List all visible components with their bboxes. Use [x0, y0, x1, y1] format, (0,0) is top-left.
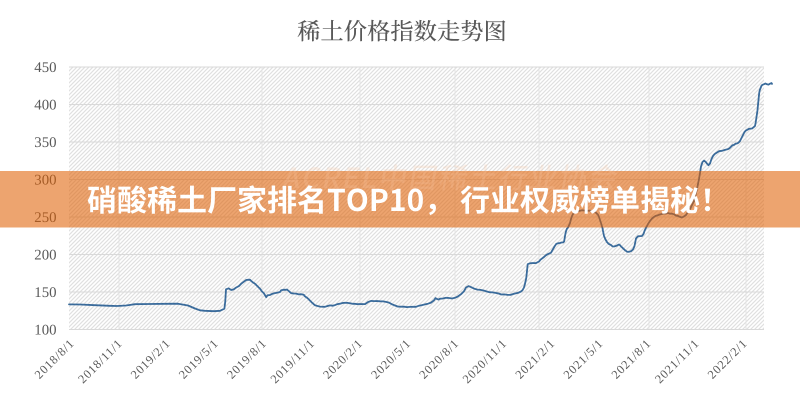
svg-text:100: 100 — [34, 323, 56, 339]
svg-text:350: 350 — [34, 135, 56, 151]
svg-text:400: 400 — [34, 98, 56, 114]
svg-text:450: 450 — [34, 60, 56, 76]
svg-text:150: 150 — [34, 285, 56, 301]
svg-text:200: 200 — [34, 248, 56, 264]
